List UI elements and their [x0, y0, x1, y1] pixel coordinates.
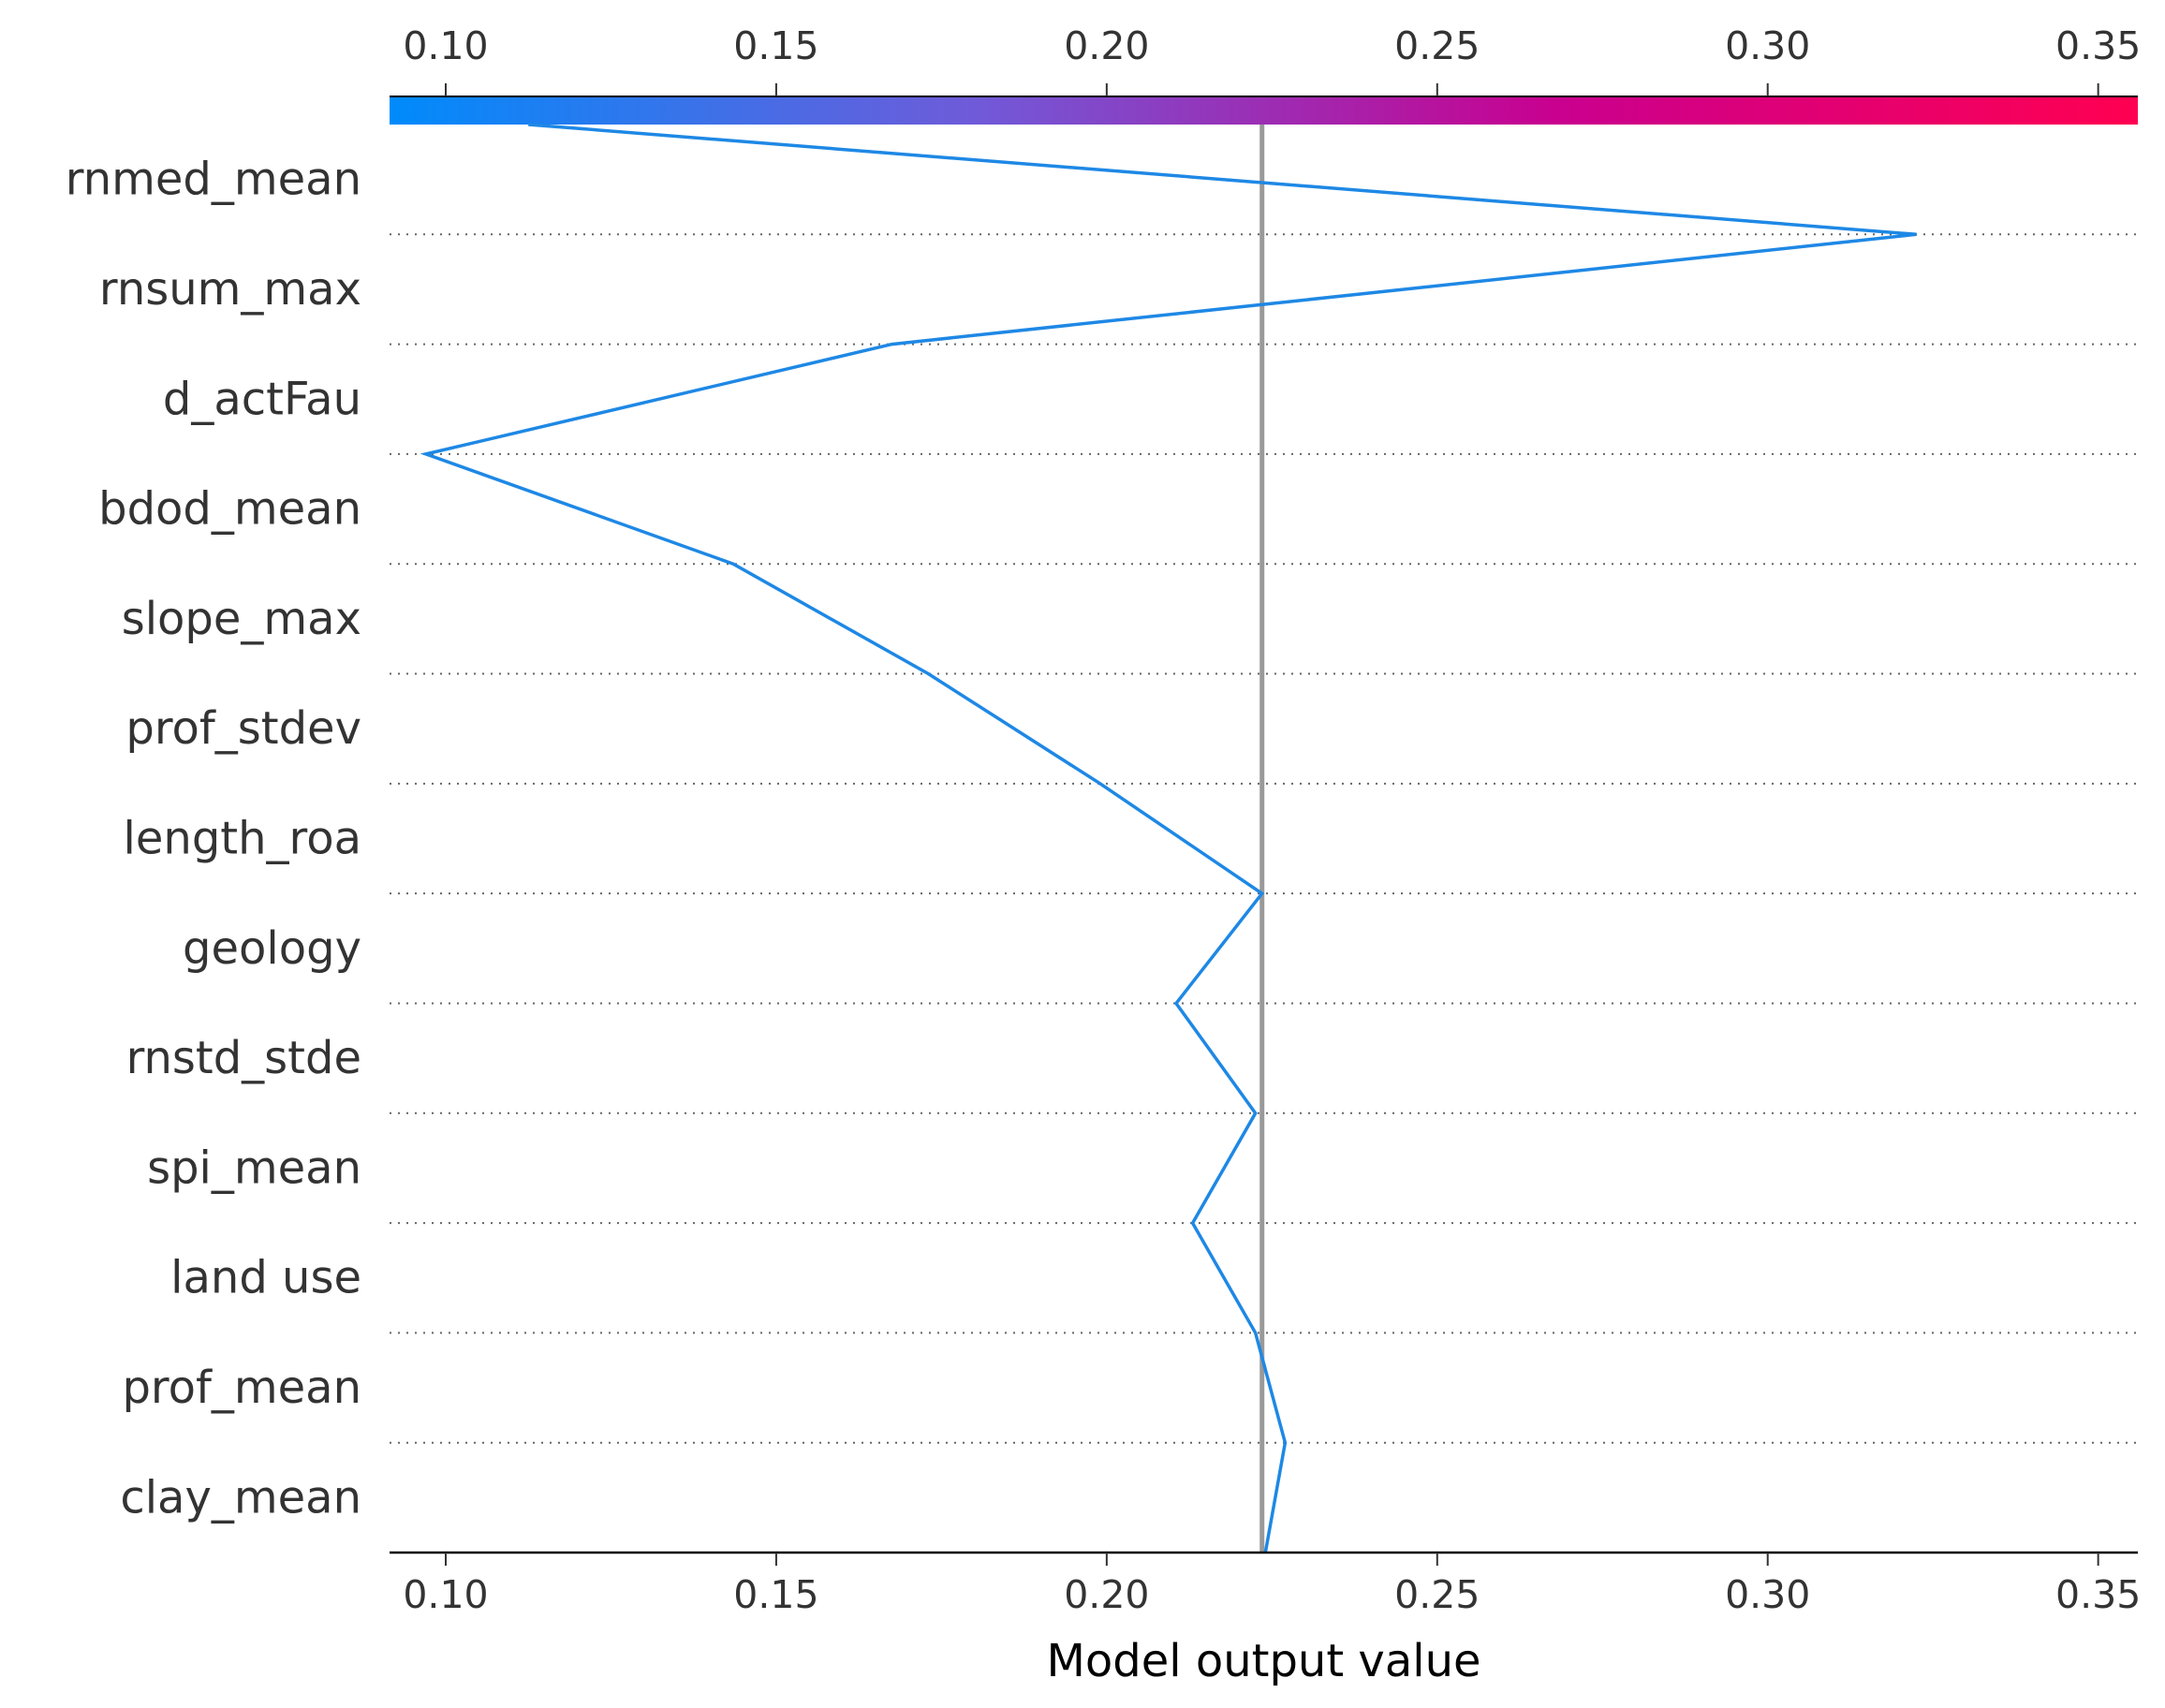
feature-label: rnsum_max	[99, 263, 361, 316]
bottom-tick-label: 0.30	[1725, 1572, 1810, 1617]
feature-label: length_roa	[124, 813, 361, 865]
bottom-tick-label: 0.20	[1064, 1572, 1149, 1617]
bottom-tick-label: 0.35	[2055, 1572, 2141, 1617]
top-tick-label: 0.15	[733, 23, 818, 68]
decision-path	[420, 123, 1917, 1553]
feature-label: bdod_mean	[98, 483, 361, 536]
feature-label: slope_max	[122, 593, 361, 645]
colorbar-gradient	[390, 96, 2138, 125]
feature-label: prof_mean	[122, 1362, 361, 1414]
bottom-tick-label: 0.10	[403, 1572, 488, 1617]
feature-label: land use	[170, 1252, 361, 1304]
decision-lines	[420, 123, 1917, 1553]
top-axis: 0.10 0.15 0.20 0.25 0.30 0.35	[403, 23, 2141, 96]
top-tick-label: 0.20	[1064, 23, 1149, 68]
top-tick-label: 0.10	[403, 23, 488, 68]
feature-label: geology	[183, 922, 361, 975]
feature-label: d_actFau	[163, 373, 361, 425]
feature-label: clay_mean	[120, 1471, 361, 1524]
top-tick-label: 0.30	[1725, 23, 1810, 68]
feature-label: rnmed_mean	[66, 154, 361, 206]
x-axis-title: Model output value	[1046, 1635, 1480, 1687]
top-tick-label: 0.25	[1394, 23, 1480, 68]
feature-label: prof_stdev	[125, 702, 361, 755]
bottom-axis: 0.10 0.15 0.20 0.25 0.30 0.35	[390, 1551, 2141, 1617]
top-tick-label: 0.35	[2055, 23, 2141, 68]
bottom-tick-label: 0.15	[733, 1572, 818, 1617]
bottom-tick-label: 0.25	[1394, 1572, 1480, 1617]
feature-labels: rnmed_mean rnsum_max d_actFau bdod_meanslop…	[66, 154, 361, 1524]
feature-label: rnstd_stde	[126, 1032, 361, 1084]
feature-label: spi_mean	[147, 1141, 361, 1194]
colorbar	[390, 96, 2138, 125]
